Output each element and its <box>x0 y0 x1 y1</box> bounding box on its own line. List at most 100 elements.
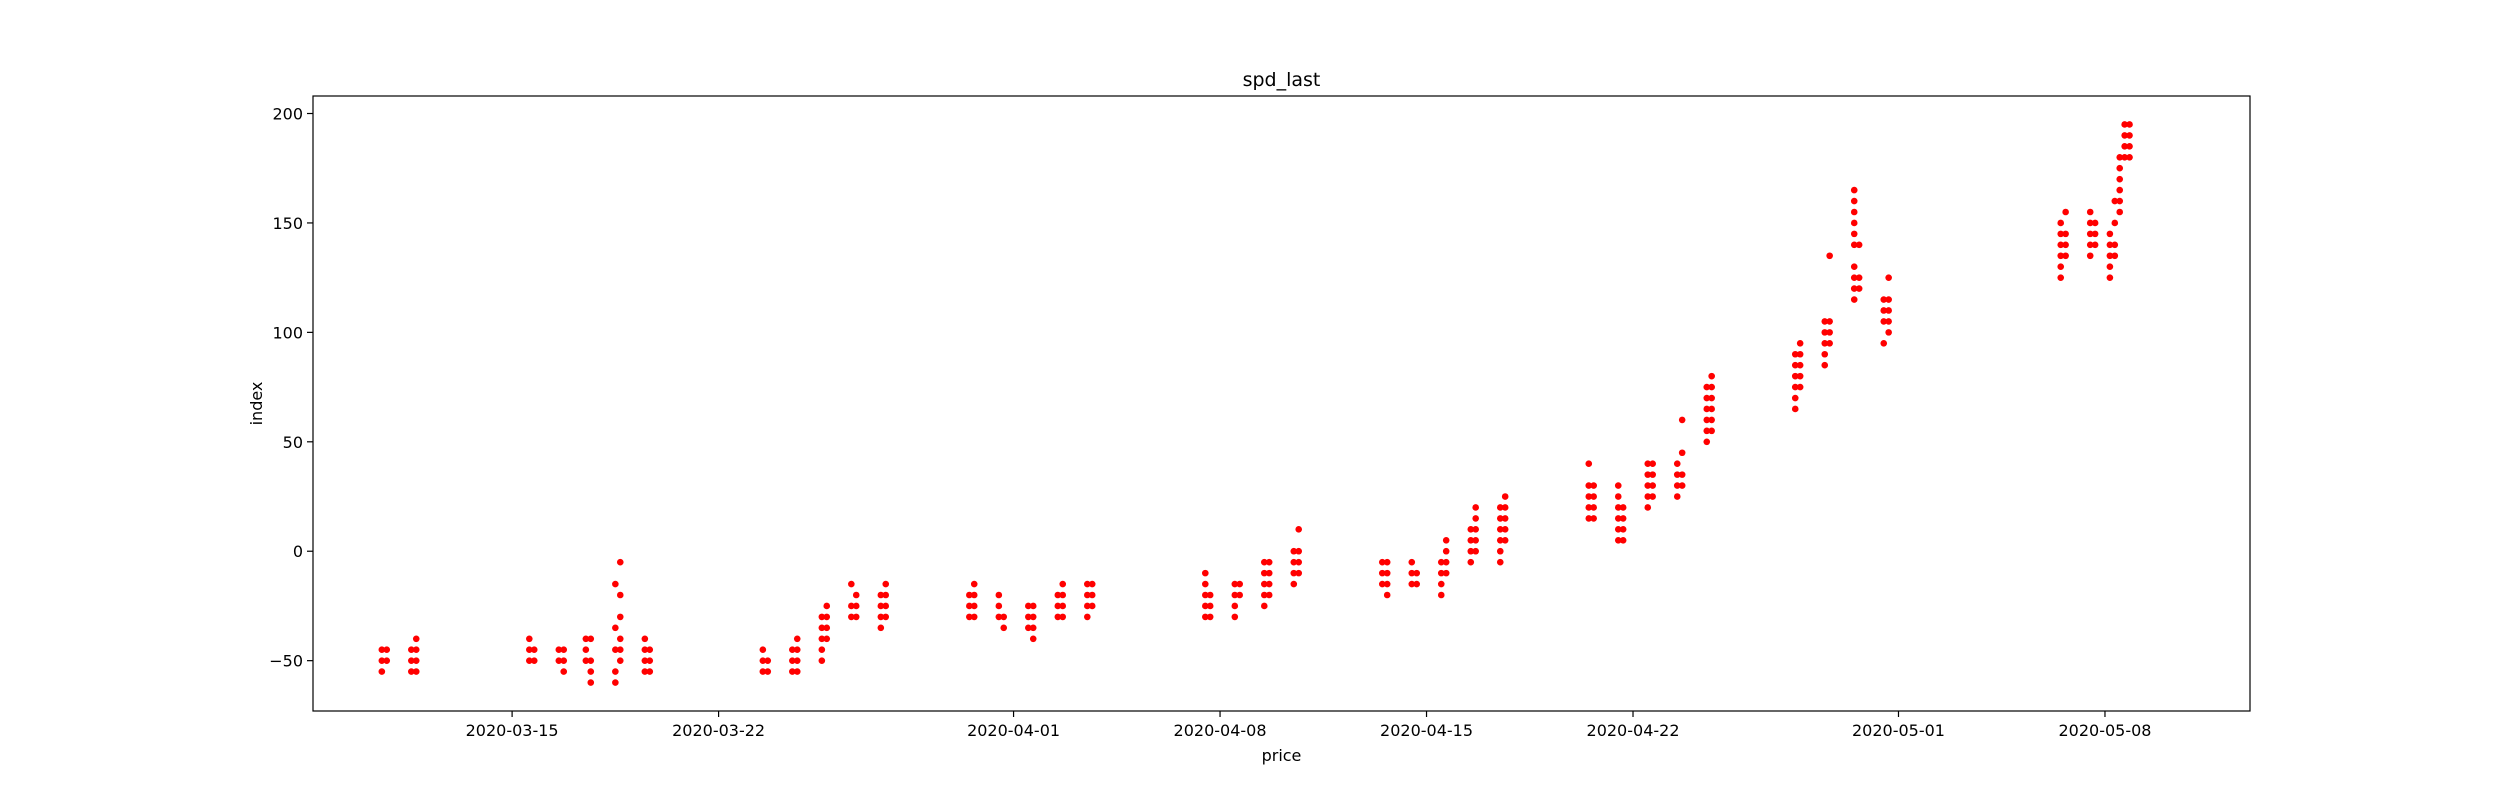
data-point <box>970 580 978 588</box>
data-point <box>616 613 624 621</box>
data-point <box>1290 569 1298 577</box>
x-tick-label: 2020-04-01 <box>967 721 1060 740</box>
data-point <box>852 602 860 610</box>
data-point <box>1673 471 1681 478</box>
data-point <box>1850 263 1858 271</box>
data-point <box>582 646 590 654</box>
data-point <box>1678 482 1686 489</box>
data-point <box>1678 416 1686 424</box>
data-point <box>530 646 538 654</box>
points-layer <box>378 121 2133 686</box>
data-point <box>1059 613 1067 621</box>
data-point <box>1029 635 1037 643</box>
x-tick-label: 2020-03-22 <box>672 721 765 740</box>
data-point <box>2057 241 2065 249</box>
data-point <box>848 613 855 621</box>
data-point <box>587 668 595 675</box>
data-point <box>789 646 796 654</box>
data-point <box>1236 591 1244 599</box>
data-point <box>612 679 619 686</box>
data-point <box>995 602 1003 610</box>
data-point <box>408 646 415 654</box>
data-point <box>1265 580 1273 588</box>
data-point <box>2126 143 2133 150</box>
data-point <box>1442 536 1450 544</box>
data-point <box>1678 449 1686 457</box>
data-point <box>882 580 890 588</box>
data-point <box>1472 536 1479 544</box>
data-point <box>1236 580 1244 588</box>
data-point <box>2057 230 2065 238</box>
data-point <box>616 657 624 664</box>
data-point <box>995 591 1003 599</box>
data-point <box>759 668 767 675</box>
data-point <box>1472 504 1479 511</box>
data-point <box>1614 526 1622 533</box>
data-point <box>1084 613 1091 621</box>
data-point <box>1467 558 1475 566</box>
data-point <box>1649 482 1656 489</box>
data-point <box>1437 591 1445 599</box>
data-point <box>2121 143 2128 150</box>
data-point <box>1088 580 1096 588</box>
data-point <box>1059 591 1067 599</box>
x-tick-label: 2020-04-22 <box>1587 721 1680 740</box>
data-point <box>1821 350 1829 358</box>
data-point <box>1501 504 1509 511</box>
data-point <box>1850 274 1858 281</box>
data-point <box>1619 536 1627 544</box>
data-point <box>1295 547 1303 555</box>
data-point <box>1437 580 1445 588</box>
data-point <box>1496 526 1504 533</box>
y-tick-label: 150 <box>272 214 303 233</box>
data-point <box>1378 558 1386 566</box>
data-point <box>646 668 654 675</box>
data-point <box>966 591 973 599</box>
data-point <box>383 657 391 664</box>
data-point <box>2116 164 2124 172</box>
data-point <box>2091 241 2099 249</box>
data-point <box>2116 208 2124 216</box>
data-point <box>966 602 973 610</box>
data-point <box>2121 132 2128 139</box>
data-point <box>1821 340 1829 347</box>
data-point <box>1885 296 1892 303</box>
data-point <box>759 657 767 664</box>
data-point <box>1084 580 1091 588</box>
data-point <box>1791 405 1799 413</box>
data-point <box>1826 329 1833 336</box>
data-point <box>1501 515 1509 522</box>
data-point <box>1585 504 1593 511</box>
data-point <box>526 646 533 654</box>
data-point <box>2106 241 2114 249</box>
data-point <box>1202 580 1209 588</box>
data-point <box>2111 219 2119 227</box>
data-point <box>1703 383 1711 391</box>
data-point <box>1383 558 1391 566</box>
data-point <box>818 624 826 632</box>
data-point <box>1295 569 1303 577</box>
data-point <box>1644 460 1652 467</box>
data-point <box>882 591 890 599</box>
data-point <box>1442 558 1450 566</box>
data-point <box>1088 591 1096 599</box>
data-point <box>1265 569 1273 577</box>
data-point <box>1644 482 1652 489</box>
y-axis-label: index <box>247 382 266 426</box>
data-point <box>823 624 831 632</box>
data-point <box>1501 493 1509 500</box>
data-point <box>1025 613 1032 621</box>
data-point <box>1260 558 1268 566</box>
data-point <box>1703 416 1711 424</box>
data-point <box>1614 515 1622 522</box>
data-point <box>793 635 801 643</box>
y-tick-label: 50 <box>283 433 303 452</box>
data-point <box>1791 350 1799 358</box>
data-point <box>2086 208 2094 216</box>
data-point <box>1649 493 1656 500</box>
data-point <box>1496 515 1504 522</box>
data-point <box>2121 121 2128 128</box>
data-point <box>1290 580 1298 588</box>
data-point <box>1290 547 1298 555</box>
